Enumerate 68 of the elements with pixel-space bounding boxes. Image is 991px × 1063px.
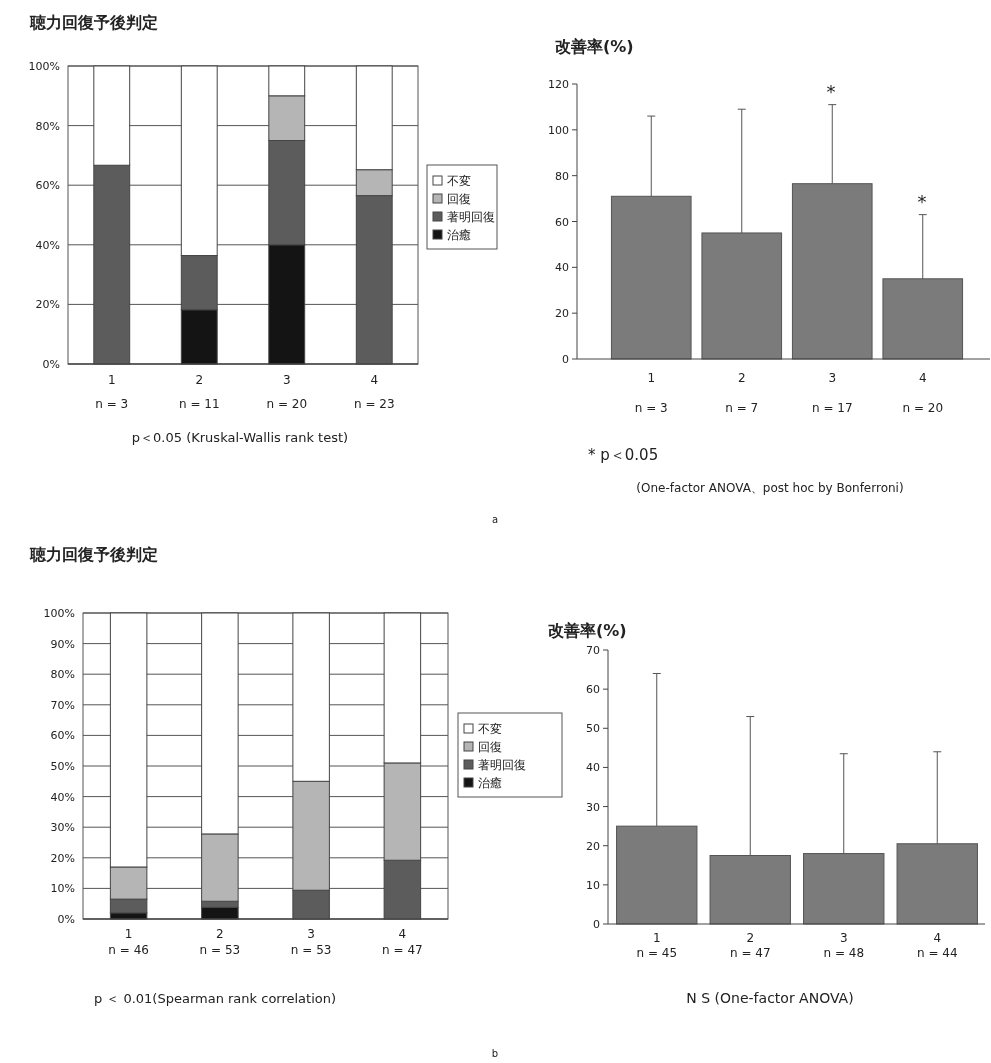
y-tick-label: 30% — [50, 821, 75, 835]
y-tick-label: 0 — [593, 918, 600, 931]
y-tick-label: 40 — [555, 261, 569, 275]
y-tick-label: 40% — [35, 238, 60, 252]
y-tick-label: 80% — [35, 119, 60, 133]
y-tick-label: 60% — [35, 179, 60, 193]
x-tick-label: 4 n = 23 — [353, 373, 395, 411]
x-tick-label: 2 n = 53 — [199, 927, 241, 957]
y-tick-label: 0% — [57, 913, 75, 926]
y-tick-label: 20% — [50, 851, 75, 865]
y-tick-label: 40 — [586, 761, 600, 775]
x-tick-label: 1 n = 46 — [108, 927, 149, 957]
category-label: 3 n = 17 — [811, 371, 853, 415]
legend-label: 著明回復 — [478, 758, 526, 772]
text: p＜0.05 (Kruskal-Wallis rank test) — [131, 430, 349, 445]
y-tick-label: 10% — [50, 882, 75, 896]
y-tick-label: 80% — [50, 668, 75, 682]
y-tick-label: 80 — [555, 169, 569, 183]
y-tick-label: 100% — [43, 607, 75, 620]
text: (One-factor ANOVA、post hoc by Bonferroni) — [636, 481, 904, 495]
x-tick-label: 4 n = 47 — [382, 927, 423, 957]
y-tick-label: 60 — [555, 215, 569, 229]
legend-label: 治癒 — [478, 776, 502, 790]
y-tick-label: 50% — [50, 760, 75, 773]
annotation: * — [826, 81, 836, 102]
chart-title: 聴力回復予後判定 — [29, 13, 158, 32]
chart-title: 改善率(%) — [548, 621, 627, 640]
y-tick-label: 70 — [586, 644, 600, 657]
text: * p＜0.05 — [588, 446, 659, 464]
x-tick-label: 1 n = 45 — [636, 931, 678, 960]
y-tick-label: 20 — [586, 839, 600, 853]
y-tick-label: 60% — [50, 729, 75, 743]
y-tick-label: 100 — [548, 123, 569, 137]
y-tick-label: 90% — [50, 637, 75, 651]
category-label: 2 n = 7 — [725, 371, 759, 415]
y-tick-label: 20 — [555, 307, 569, 321]
y-tick-label: 10 — [586, 878, 600, 892]
legend-label: 著明回復 — [447, 210, 495, 224]
text: p ＜ 0.01(Spearman rank correlation) — [93, 991, 337, 1006]
y-tick-label: 20% — [35, 298, 60, 312]
category-label: 4 n = 20 — [902, 371, 944, 415]
legend-label: 不変 — [447, 174, 471, 188]
chart-title: 聴力回復予後判定 — [29, 545, 158, 564]
chart-title: 改善率(%) — [555, 37, 634, 56]
legend-label: 回復 — [478, 740, 502, 754]
legend-label: 不変 — [478, 722, 502, 736]
y-tick-label: 0 — [562, 353, 569, 366]
x-tick-label: 2 n = 47 — [729, 931, 771, 960]
legend-label: 回復 — [447, 192, 471, 206]
text: a — [491, 514, 499, 525]
legend-label: 治癒 — [447, 228, 471, 242]
text: b — [491, 1048, 499, 1059]
y-tick-label: 120 — [548, 78, 569, 91]
y-tick-label: 100% — [28, 60, 60, 73]
x-tick-label: 3 n = 20 — [266, 373, 308, 411]
y-tick-label: 40% — [50, 790, 75, 804]
x-tick-label: 3 n = 48 — [823, 931, 865, 960]
y-tick-label: 50 — [586, 722, 600, 736]
x-tick-label: 4 n = 44 — [916, 931, 958, 960]
x-tick-label: 1 n = 3 — [95, 373, 129, 411]
x-tick-label: 2 n = 11 — [178, 373, 220, 411]
y-tick-label: 0% — [42, 358, 60, 371]
x-tick-label: 3 n = 53 — [290, 927, 332, 957]
text: N S (One-factor ANOVA) — [686, 990, 854, 1006]
annotation: * — [917, 191, 927, 212]
y-tick-label: 30 — [586, 800, 600, 814]
y-tick-label: 70% — [50, 698, 75, 712]
y-tick-label: 60 — [586, 683, 600, 697]
